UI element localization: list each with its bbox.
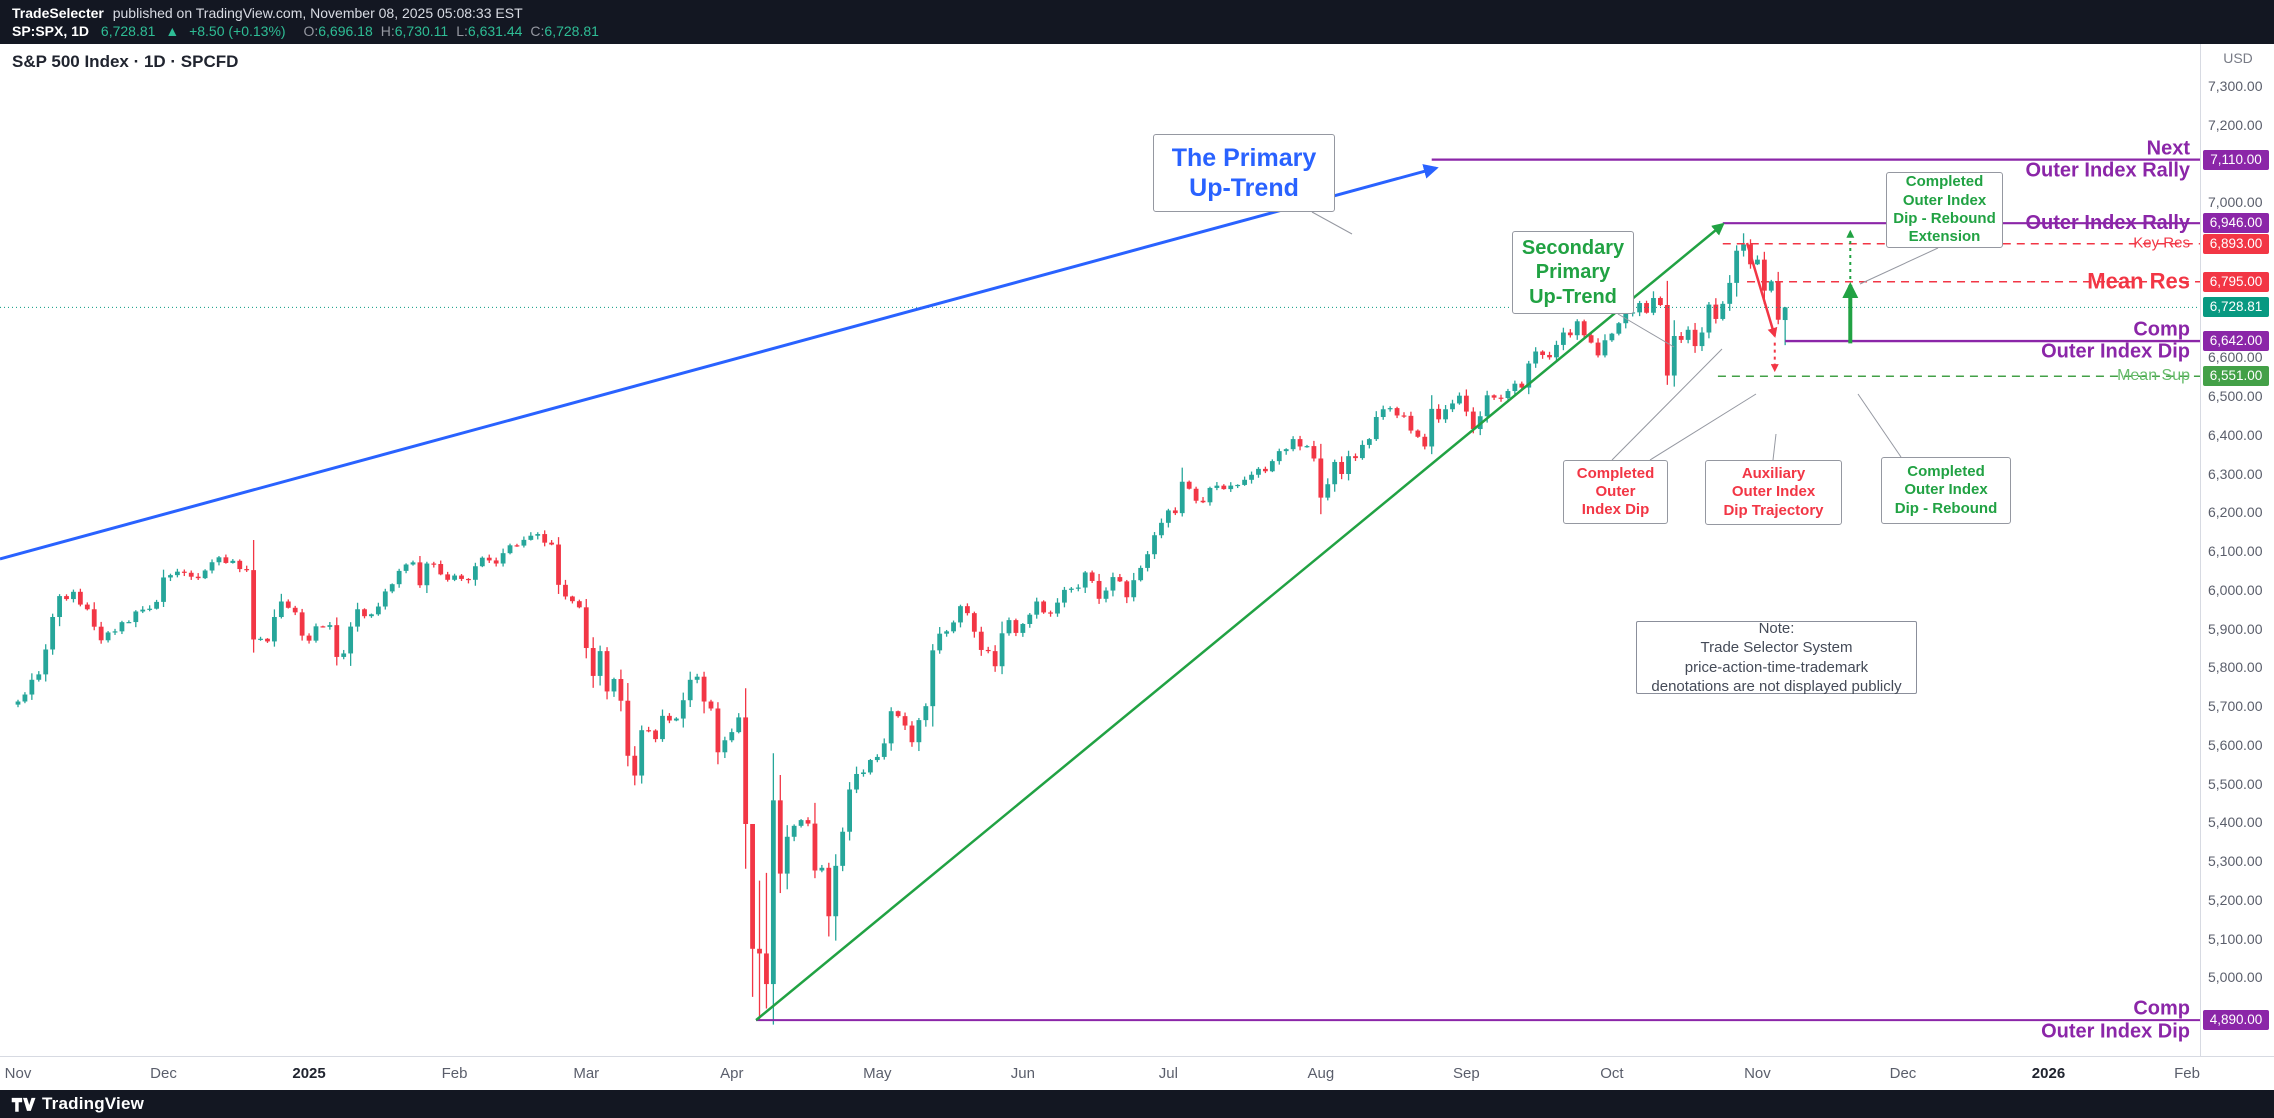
time-tick: 2025 [292, 1065, 326, 1082]
price-badge: 6,946.00 [2203, 213, 2269, 234]
publish-info-line: TradeSelecter published on TradingView.c… [12, 4, 2274, 22]
price-badge: 7,110.00 [2203, 149, 2269, 170]
symbol-ohlc-line: SP:SPX, 1D 6,728.81 ▲ +8.50 (+0.13%) O:6… [12, 22, 2274, 40]
price-tick: 5,300.00 [2208, 853, 2263, 870]
tradingview-wordmark: TradingView [42, 1094, 145, 1113]
time-tick: Sep [1453, 1065, 1480, 1082]
ohlc-value: 6,631.44 [467, 23, 523, 39]
price-tick: 6,300.00 [2208, 465, 2263, 482]
note-box[interactable]: Note: Trade Selector System price-action-t… [1636, 620, 1917, 695]
time-axis[interactable]: Nov Dec 2025 Feb Mar Apr May Jun Jul Aug Sep Oct Nov… [0, 1056, 2274, 1091]
secondary-up-trend-callout[interactable]: Secondary Primary Up-Trend [1512, 231, 1634, 314]
published-on-text: published on TradingView.com, November 0… [112, 5, 523, 21]
time-tick: Dec [150, 1065, 177, 1082]
trend-lines[interactable] [0, 164, 1725, 1022]
chart-pane[interactable]: S&P 500 Index · 1D · SPCFD Next Outer Ind… [0, 44, 2200, 1056]
outer-dip-arrow[interactable] [1745, 242, 1778, 338]
price-tick: 5,500.00 [2208, 775, 2263, 792]
price-tick: 5,100.00 [2208, 930, 2263, 947]
time-tick: Apr [720, 1065, 744, 1082]
price-badge: 6,642.00 [2203, 331, 2269, 352]
publish-header: TradeSelecter published on TradingView.c… [0, 0, 2274, 44]
level-lines[interactable] [756, 158, 2200, 1022]
footer-bar: TradingView [0, 1090, 2274, 1118]
annotation-arrows[interactable] [1745, 229, 1859, 373]
change-value: +8.50 (+0.13%) [189, 23, 286, 39]
price-tick: 5,700.00 [2208, 698, 2263, 715]
time-tick: Nov [1744, 1065, 1771, 1082]
price-tick: 5,600.00 [2208, 736, 2263, 753]
callout-connectors [1311, 211, 1939, 461]
last-price: 6,728.81 [100, 23, 156, 39]
time-tick: Dec [1889, 1065, 1917, 1082]
price-tick: 5,800.00 [2208, 659, 2263, 676]
price-tick: 6,600.00 [2208, 349, 2263, 366]
price-tick: 6,400.00 [2208, 426, 2263, 443]
symbol-label: SP:SPX, 1D [12, 23, 90, 39]
time-tick: Nov [4, 1065, 32, 1082]
currency-label: USD [2223, 50, 2253, 66]
time-tick: Jun [1010, 1065, 1035, 1082]
time-tick: Feb [2174, 1065, 2200, 1082]
tradingview-logo[interactable]: TradingView [10, 1094, 144, 1114]
price-tick: 5,900.00 [2208, 620, 2263, 637]
ohlc-label: C: [530, 23, 545, 39]
change-up-arrow-icon: ▲ [165, 23, 180, 39]
auxiliary-dip-trajectory-callout[interactable]: Auxiliary Outer Index Dip Trajectory [1705, 460, 1842, 525]
price-tick: 5,400.00 [2208, 814, 2263, 831]
price-badge: 6,728.81 [2203, 297, 2269, 318]
price-tick: 6,100.00 [2208, 543, 2263, 560]
publisher-name: TradeSelecter [12, 5, 104, 21]
time-tick: Feb [441, 1065, 468, 1082]
time-tick: 2026 [2031, 1065, 2066, 1082]
price-tick: 5,200.00 [2208, 891, 2263, 908]
price-badge: 4,890.00 [2203, 1010, 2269, 1031]
ohlc-value: 6,730.11 [394, 23, 449, 39]
candlestick-chart[interactable] [0, 44, 2200, 1056]
price-tick: 7,300.00 [2208, 78, 2263, 94]
primary-up-trend-line[interactable] [0, 164, 1439, 561]
dip-rebound-extension-callout[interactable]: Completed Outer Index Dip - Rebound Extensi… [1886, 172, 2003, 248]
ohlc-label: H: [380, 23, 395, 39]
price-tick: 7,200.00 [2208, 116, 2263, 133]
price-badge: 6,893.00 [2203, 233, 2269, 254]
ohlc-value: 6,728.81 [544, 23, 599, 39]
time-tick: Oct [1600, 1065, 1624, 1082]
time-tick: Mar [573, 1065, 600, 1082]
secondary-up-trend-line[interactable] [755, 222, 1725, 1022]
price-tick: 6,200.00 [2208, 504, 2263, 521]
ohlc-label: L: [456, 23, 468, 39]
price-axis[interactable]: USD 7,300.00 7,200.00 7,000.00 6,600.00 6,50… [2200, 44, 2274, 1056]
ohlc-label: O: [303, 23, 319, 39]
ohlc-values: O:6,696.18 H:6,730.11 L:6,631.44 C:6,728.81 [295, 23, 598, 39]
price-badge: 6,795.00 [2203, 271, 2269, 292]
price-badge: 6,551.00 [2203, 366, 2269, 387]
chart-title: S&P 500 Index · 1D · SPCFD [12, 52, 239, 71]
candles [15, 233, 1788, 1025]
price-tick: 7,000.00 [2208, 194, 2263, 211]
tradingview-logo-icon [11, 1097, 36, 1112]
price-tick: 5,000.00 [2208, 969, 2263, 986]
primary-up-trend-callout[interactable]: The Primary Up-Trend [1153, 134, 1335, 212]
ohlc-value: 6,696.18 [318, 23, 373, 39]
time-tick: Aug [1307, 1065, 1335, 1082]
dip-rebound-callout[interactable]: Completed Outer Index Dip - Rebound [1881, 457, 2011, 524]
time-tick: May [863, 1065, 892, 1082]
price-tick: 6,000.00 [2208, 581, 2263, 598]
price-tick: 6,500.00 [2208, 388, 2263, 405]
completed-outer-index-dip-callout[interactable]: Completed Outer Index Dip [1563, 460, 1668, 524]
time-tick: Jul [1158, 1065, 1178, 1082]
